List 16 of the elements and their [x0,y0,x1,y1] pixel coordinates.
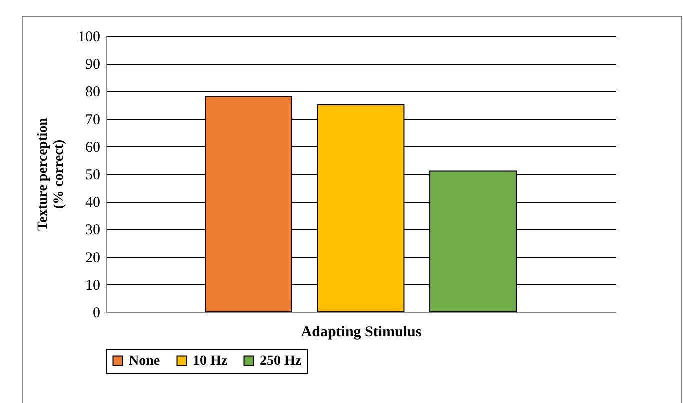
legend-label: 250 Hz [260,354,302,369]
legend-label: None [129,354,160,369]
x-axis-title: Adapting Stimulus [301,324,422,340]
y-tick-label: 60 [86,140,100,156]
legend-label: 10 Hz [193,354,228,369]
y-tick-label: 70 [86,112,100,128]
y-tick-label: 50 [86,168,100,184]
y-tick-label: 10 [86,278,100,294]
y-tick-label: 0 [93,306,100,322]
y-axis-title: Texture perception (% correct) [36,118,67,231]
y-tick-label: 80 [86,84,100,101]
y-tick-label: 20 [86,250,100,266]
y-tick-label: 100 [78,30,100,46]
y-tick-label: 40 [86,195,100,212]
y-tick-label: 90 [86,57,100,74]
y-tick-label: 30 [86,222,100,239]
